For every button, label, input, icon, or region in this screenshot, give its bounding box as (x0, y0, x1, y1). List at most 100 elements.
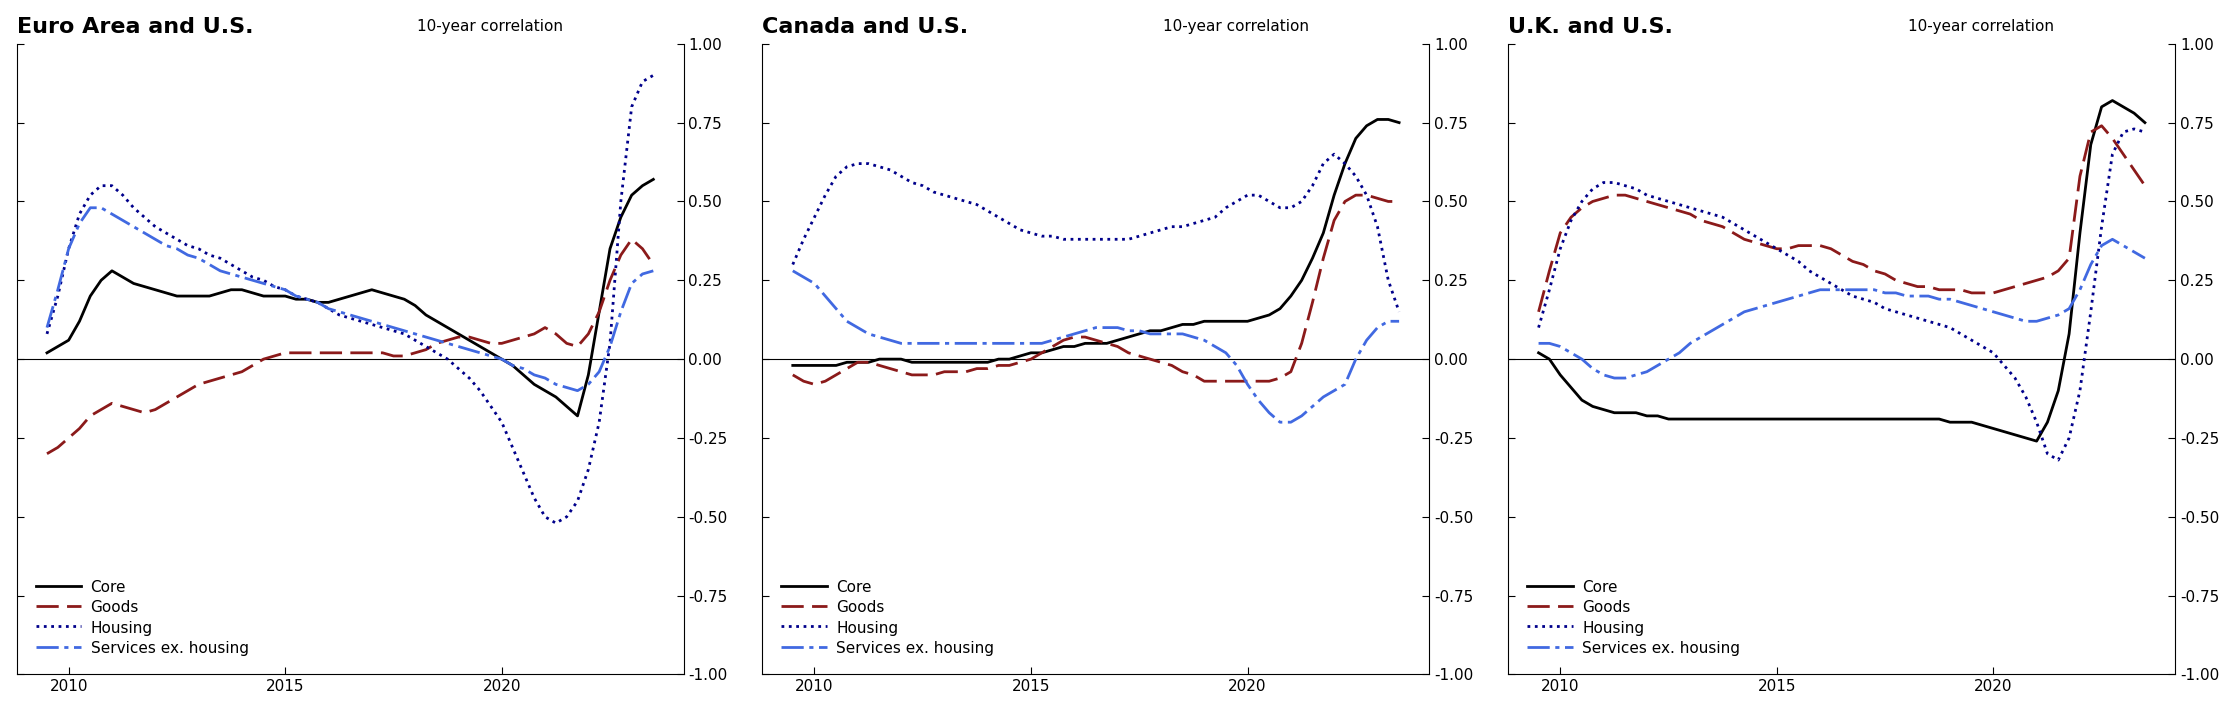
Housing (1386, 308, 1413, 316)
Housing (1192, 216, 1219, 225)
Services ex. housing (1525, 339, 1552, 348)
Goods (1525, 308, 1552, 316)
Line: Goods: Goods (794, 195, 1400, 385)
Line: Services ex. housing: Services ex. housing (794, 271, 1400, 422)
Text: 10-year correlation: 10-year correlation (416, 19, 563, 34)
Line: Housing: Housing (47, 75, 653, 523)
Services ex. housing (1040, 336, 1067, 344)
Core (941, 358, 968, 367)
Goods (1051, 336, 1078, 344)
Housing (2120, 124, 2147, 133)
Core (445, 330, 472, 338)
Core (1784, 415, 1811, 423)
Core (1558, 383, 1585, 392)
Goods (953, 368, 979, 376)
Services ex. housing (780, 267, 807, 275)
Goods (1558, 213, 1585, 222)
Housing (2131, 128, 2158, 137)
Housing (67, 210, 94, 218)
Services ex. housing (34, 324, 60, 332)
Core (56, 336, 83, 344)
Text: Euro Area and U.S.: Euro Area and U.S. (16, 16, 253, 37)
Housing (293, 295, 320, 304)
Services ex. housing (1796, 289, 1822, 297)
Services ex. housing (1201, 342, 1228, 351)
Text: U.K. and U.S.: U.K. and U.S. (1509, 16, 1673, 37)
Legend: Core, Goods, Housing, Services ex. housing: Core, Goods, Housing, Services ex. housi… (1523, 575, 1744, 661)
Goods (1948, 286, 1974, 294)
Line: Core: Core (1538, 100, 2144, 441)
Services ex. housing (1547, 342, 1574, 351)
Goods (1784, 241, 1811, 250)
Housing (2046, 456, 2073, 464)
Services ex. housing (467, 348, 494, 357)
Legend: Core, Goods, Housing, Services ex. housing: Core, Goods, Housing, Services ex. housi… (776, 575, 999, 661)
Services ex. housing (1192, 336, 1219, 344)
Goods (823, 370, 850, 379)
Line: Housing: Housing (794, 154, 1400, 312)
Services ex. housing (2100, 235, 2126, 244)
Core (639, 175, 666, 183)
Goods (1688, 216, 1715, 225)
Core (2100, 96, 2126, 105)
Core (2024, 437, 2050, 445)
Line: Services ex. housing: Services ex. housing (1538, 240, 2144, 378)
Housing (1688, 207, 1715, 215)
Goods (293, 348, 320, 357)
Services ex. housing (800, 279, 827, 288)
Goods (67, 424, 94, 433)
Housing (780, 260, 807, 269)
Core (34, 348, 60, 357)
Goods (2088, 122, 2115, 130)
Services ex. housing (2131, 254, 2158, 262)
Core (197, 292, 224, 300)
Services ex. housing (56, 245, 83, 253)
Housing (445, 364, 472, 373)
Goods (800, 380, 827, 389)
Text: 10-year correlation: 10-year correlation (1163, 19, 1308, 34)
Goods (780, 370, 807, 379)
Services ex. housing (1699, 326, 1726, 335)
Goods (1936, 286, 1963, 294)
Goods (1386, 197, 1413, 205)
Core (1040, 346, 1067, 354)
Goods (1201, 377, 1228, 385)
Goods (445, 333, 472, 341)
Line: Core: Core (794, 119, 1400, 365)
Core (2131, 118, 2158, 127)
Core (780, 361, 807, 370)
Housing (639, 71, 666, 80)
Housing (56, 245, 83, 253)
Services ex. housing (304, 298, 331, 306)
Services ex. housing (1386, 317, 1413, 326)
Goods (56, 434, 83, 442)
Housing (800, 213, 827, 222)
Line: Core: Core (47, 179, 653, 416)
Core (1364, 115, 1391, 124)
Housing (941, 194, 968, 203)
Core (1688, 415, 1715, 423)
Housing (1321, 150, 1348, 159)
Housing (197, 251, 224, 260)
Goods (639, 260, 666, 269)
Services ex. housing (1948, 298, 1974, 306)
Housing (1948, 330, 1974, 338)
Goods (812, 377, 838, 385)
Core (1525, 348, 1552, 357)
Housing (1201, 213, 1228, 222)
Goods (1212, 377, 1239, 385)
Housing (543, 519, 570, 528)
Core (1192, 317, 1219, 326)
Goods (1342, 191, 1368, 199)
Text: 10-year correlation: 10-year correlation (1910, 19, 2055, 34)
Services ex. housing (67, 219, 94, 228)
Goods (617, 235, 644, 244)
Goods (2131, 181, 2158, 190)
Services ex. housing (206, 267, 233, 275)
Housing (1936, 324, 1963, 332)
Line: Goods: Goods (47, 240, 653, 454)
Text: Canada and U.S.: Canada and U.S. (762, 16, 968, 37)
Services ex. housing (76, 203, 103, 212)
Housing (1525, 324, 1552, 332)
Services ex. housing (941, 339, 968, 348)
